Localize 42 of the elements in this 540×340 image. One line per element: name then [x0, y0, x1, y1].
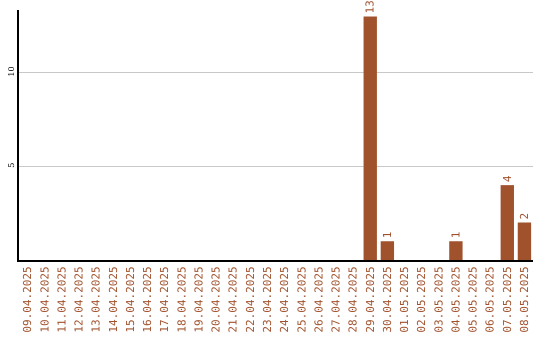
- x-tick-label: 21.04.2025: [226, 266, 240, 333]
- x-tick-label: 03.05.2025: [432, 266, 446, 333]
- x-tick-label: 13.04.2025: [90, 266, 103, 333]
- x-tick-label: 28.04.2025: [346, 266, 360, 333]
- x-tick-label: 06.05.2025: [484, 266, 497, 333]
- x-tick-label: 02.05.2025: [415, 266, 428, 333]
- x-tick-label: 09.04.2025: [21, 266, 34, 333]
- bar: [500, 185, 514, 260]
- y-tick-label: 5: [7, 162, 16, 168]
- x-tick-label: 11.04.2025: [55, 266, 68, 333]
- x-tick-label: 07.05.2025: [500, 266, 514, 333]
- x-tick-label: 25.04.2025: [295, 266, 308, 333]
- x-tick-label: 27.04.2025: [330, 266, 343, 333]
- y-tick-label: 10: [7, 66, 16, 77]
- x-tick-label: 30.04.2025: [380, 266, 394, 333]
- x-tick-label: 22.04.2025: [244, 266, 257, 333]
- x-tick-label: 12.04.2025: [72, 266, 86, 333]
- x-tick-label: 19.04.2025: [192, 266, 206, 333]
- data-label: 13: [364, 0, 377, 14]
- x-tick-label: 16.04.2025: [141, 266, 154, 333]
- x-tick-label: 01.05.2025: [398, 266, 412, 333]
- x-tick-label: 14.04.2025: [106, 266, 120, 333]
- x-tick-label: 26.04.2025: [312, 266, 326, 333]
- x-tick-label: 18.04.2025: [175, 266, 188, 333]
- data-label: 2: [518, 212, 531, 220]
- x-tick-label: 15.04.2025: [124, 266, 137, 333]
- x-tick-label: 24.04.2025: [278, 266, 292, 333]
- bar: [380, 241, 394, 260]
- data-label: 1: [449, 232, 462, 238]
- x-tick-label: 29.04.2025: [364, 266, 377, 333]
- x-tick-label: 04.05.2025: [449, 266, 462, 333]
- bar: [518, 222, 532, 260]
- data-label: 1: [380, 232, 394, 238]
- data-label: 4: [500, 175, 514, 182]
- x-tick-label: 23.04.2025: [261, 266, 274, 333]
- bar: [364, 16, 377, 260]
- x-tick-label: 08.05.2025: [518, 266, 532, 333]
- x-tick-label: 10.04.2025: [38, 266, 52, 333]
- x-tick-label: 05.05.2025: [466, 266, 480, 333]
- x-tick-label: 17.04.2025: [158, 266, 172, 333]
- bar: [449, 241, 463, 260]
- x-tick-label: 20.04.2025: [210, 266, 223, 333]
